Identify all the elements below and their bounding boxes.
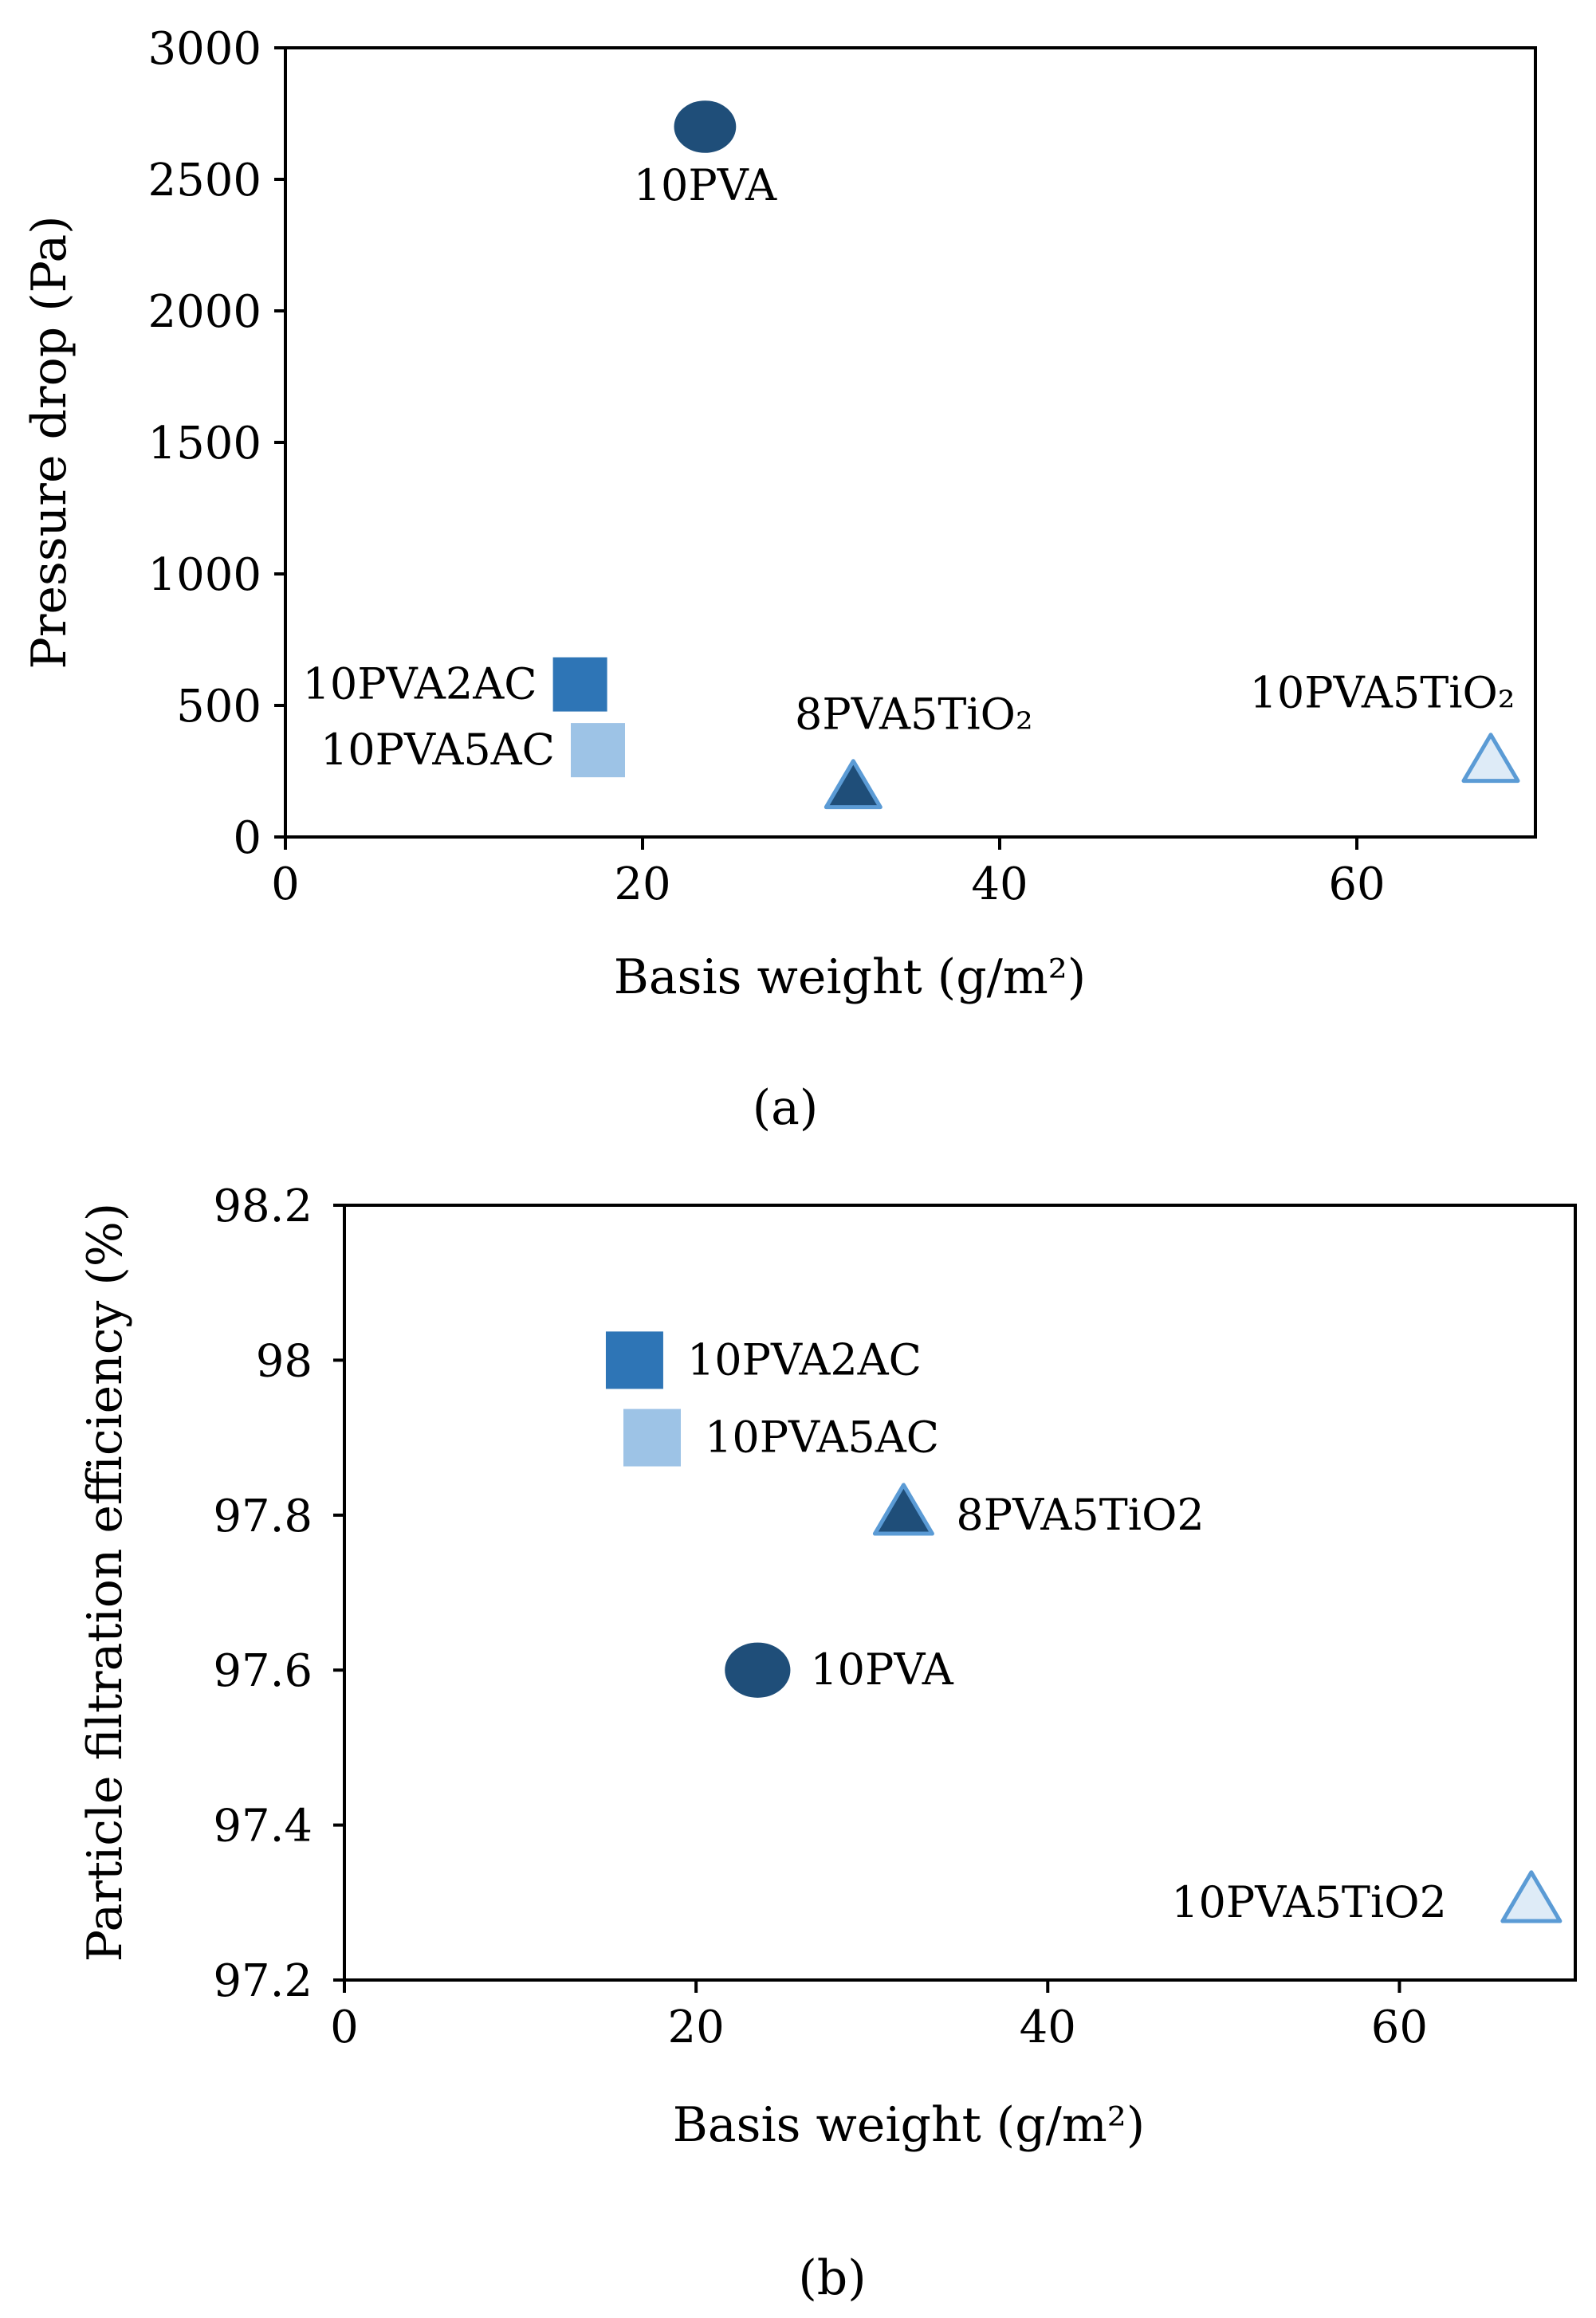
x-tick-label: 60: [1328, 858, 1385, 910]
y-tick-label: 98: [256, 1335, 313, 1387]
x-tick-label: 40: [971, 858, 1028, 910]
panel-a-caption: (a): [753, 1080, 819, 1136]
panel-a-y-axis-title: Pressure drop (Pa): [22, 215, 77, 669]
x-tick-label: 0: [271, 858, 300, 910]
point-10pva5tio2-marker: [1500, 1870, 1563, 1923]
point-10pva2ac-marker: [605, 1331, 663, 1389]
x-tick-label: 60: [1371, 2002, 1428, 2053]
y-tick-label: 97.4: [213, 1801, 313, 1852]
y-tick-label: 98.2: [213, 1181, 313, 1232]
point-10pva2ac-label: 10PVA2AC: [687, 1334, 922, 1385]
panel-b-y-axis-title: Particle filtration efficiency (%): [77, 1203, 133, 1962]
panel-b-caption: (b): [798, 2250, 866, 2306]
point-10pva5tio2-label: 10PVA5TiO2: [1171, 1877, 1447, 1927]
y-tick-label: 97.6: [213, 1645, 313, 1697]
panel-a-marks: 10PVA 10PVA2AC 10PVA5AC 8PVA5TiO₂ 10PVA5TiO₂: [303, 100, 1520, 810]
y-tick-label: 2000: [147, 286, 261, 338]
y-tick-label: 1500: [147, 418, 261, 469]
point-10pva5ac-marker: [623, 1408, 681, 1467]
point-10pva-label: 10PVA: [810, 1644, 953, 1695]
point-10pva5ac-marker: [571, 723, 625, 778]
panel-b-x-axis-title: Basis weight (g/m²): [673, 2097, 1145, 2153]
y-tick-label: 97.2: [213, 1955, 313, 2007]
point-10pva2ac-label: 10PVA2AC: [303, 659, 537, 709]
panel-b-ticks: 0 20 40 60 97.2 97.4 97.6 97.8 98 98.2: [213, 1181, 1428, 2053]
point-8pva5tio2-marker: [872, 1483, 934, 1536]
panel-a-ticks: 0 20 40 60 0 500 1000 1500 2000 2500 3000: [147, 23, 1385, 910]
y-tick-label: 3000: [147, 23, 261, 75]
point-10pva-marker: [725, 1642, 791, 1698]
point-8pva5tio-marker: [824, 759, 883, 810]
point-8pva5tio-label: 8PVA5TiO₂: [795, 690, 1033, 740]
y-tick-label: 97.8: [213, 1491, 313, 1542]
point-10pva-label: 10PVA: [634, 160, 777, 210]
point-10pva5ac-label: 10PVA5AC: [320, 725, 555, 775]
point-10pva5ac-label: 10PVA5AC: [705, 1412, 939, 1463]
panel-b-marks: 10PVA2AC 10PVA5AC 8PVA5TiO2 10PVA 10PVA5TiO2: [605, 1331, 1563, 1927]
point-10pva-marker: [674, 100, 737, 153]
y-tick-label: 500: [176, 681, 261, 733]
x-tick-label: 20: [668, 2002, 725, 2053]
point-10pva5tio-label: 10PVA5TiO₂: [1250, 668, 1515, 718]
x-tick-label: 40: [1020, 2002, 1076, 2053]
point-8pva5tio2-label: 8PVA5TiO2: [956, 1490, 1204, 1540]
y-tick-label: 0: [233, 812, 261, 864]
x-tick-label: 0: [330, 2002, 359, 2053]
y-tick-label: 2500: [147, 155, 261, 206]
point-10pva5tio-marker: [1461, 733, 1520, 784]
x-tick-label: 20: [614, 858, 670, 910]
panel-b-plot-frame: [343, 1204, 1577, 1982]
panel-a-x-axis-title: Basis weight (g/m²): [614, 949, 1086, 1005]
y-tick-label: 1000: [147, 549, 261, 601]
point-10pva2ac-marker: [552, 657, 607, 712]
